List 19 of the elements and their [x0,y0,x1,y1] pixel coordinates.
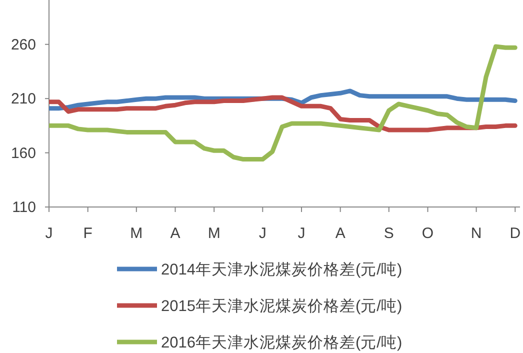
y-tick-label: 110 [12,199,36,216]
x-tick-label: J [298,225,306,242]
x-tick-label: M [208,225,220,242]
x-tick-label: A [335,225,346,242]
x-tick-label: O [422,225,434,242]
x-tick-label: J [258,225,266,242]
legend-label: 2016年天津水泥煤炭价格差(元/吨) [161,334,402,352]
x-tick-label: A [170,225,180,242]
x-tick-label: J [45,225,53,242]
y-tick-label: 260 [10,36,36,54]
y-tick-label: 210 [10,90,36,108]
x-tick-label: M [130,225,143,242]
x-tick-label: D [510,225,521,242]
legend-label: 2014年天津水泥煤炭价格差(元/吨) [161,260,402,278]
x-tick-label: S [384,225,394,242]
y-tick-label: 160 [10,144,36,162]
legend-label: 2015年天津水泥煤炭价格差(元/吨) [161,297,402,315]
x-tick-label: N [470,225,482,242]
x-tick-label: F [83,225,92,242]
